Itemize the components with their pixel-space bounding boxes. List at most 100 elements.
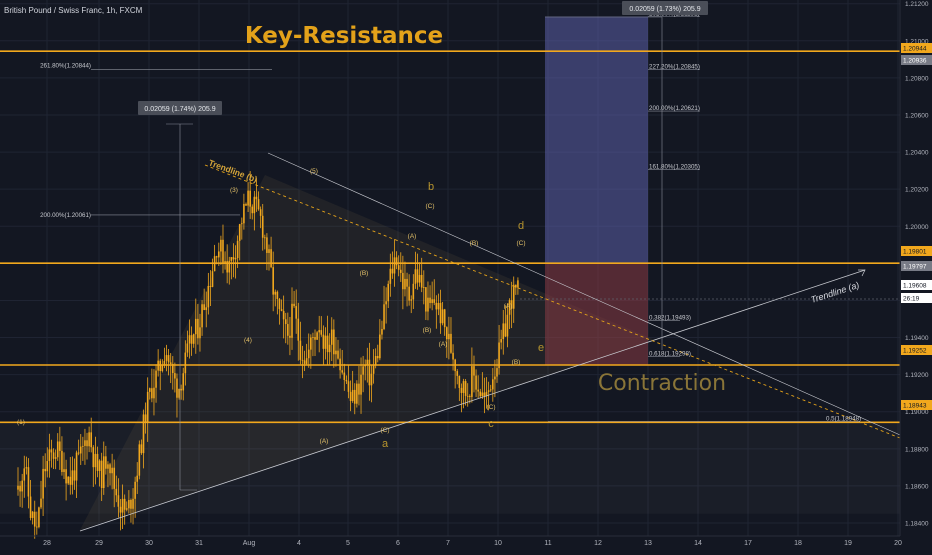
candle-body[interactable]: [113, 467, 116, 489]
candle-body[interactable]: [215, 256, 218, 258]
candle-body[interactable]: [209, 285, 212, 287]
candle-body[interactable]: [376, 355, 379, 359]
candle-body[interactable]: [259, 209, 262, 216]
candle-body[interactable]: [36, 526, 38, 528]
candle-body[interactable]: [458, 375, 461, 388]
candle-body[interactable]: [54, 457, 57, 459]
candle-body[interactable]: [171, 363, 174, 374]
candle-body[interactable]: [33, 511, 36, 527]
candle-body[interactable]: [31, 511, 34, 518]
candle-body[interactable]: [268, 249, 270, 253]
candle-body[interactable]: [452, 352, 454, 360]
candle-body[interactable]: [165, 355, 168, 361]
candle-body[interactable]: [303, 360, 306, 364]
candle-body[interactable]: [111, 467, 113, 474]
candle-body[interactable]: [297, 318, 300, 341]
candle-body[interactable]: [102, 456, 105, 489]
candle-body[interactable]: [328, 344, 331, 353]
candle-body[interactable]: [510, 300, 513, 309]
candle-body[interactable]: [310, 337, 312, 350]
symbol-title[interactable]: British Pound / Swiss Franc, 1h, FXCM: [4, 6, 143, 15]
candle-body[interactable]: [176, 378, 178, 398]
candle-body[interactable]: [115, 488, 118, 496]
candle-body[interactable]: [119, 506, 122, 513]
candle-body[interactable]: [140, 444, 143, 454]
candle-body[interactable]: [48, 449, 51, 462]
candle-body[interactable]: [385, 301, 387, 305]
candle-body[interactable]: [504, 323, 507, 337]
candle-body[interactable]: [337, 350, 339, 359]
candle-body[interactable]: [29, 496, 32, 518]
candle-body[interactable]: [42, 468, 44, 499]
candle-body[interactable]: [370, 373, 373, 386]
candle-body[interactable]: [356, 383, 358, 404]
candle-body[interactable]: [280, 309, 283, 311]
candle-body[interactable]: [123, 498, 126, 510]
candle-body[interactable]: [226, 261, 228, 273]
candle-body[interactable]: [52, 452, 55, 459]
candle-body[interactable]: [61, 450, 63, 472]
candle-body[interactable]: [483, 392, 486, 397]
trendline-a[interactable]: [79, 269, 866, 532]
candle-body[interactable]: [169, 362, 172, 364]
candle-body[interactable]: [412, 283, 415, 300]
candle-body[interactable]: [188, 335, 191, 344]
candle-body[interactable]: [224, 261, 226, 264]
candle-body[interactable]: [410, 299, 413, 301]
candle-body[interactable]: [282, 310, 285, 320]
candle-body[interactable]: [148, 388, 151, 392]
candle-body[interactable]: [431, 299, 433, 303]
candle-body[interactable]: [299, 340, 302, 360]
candle-body[interactable]: [234, 258, 237, 260]
candle-body[interactable]: [462, 381, 465, 393]
candle-body[interactable]: [153, 387, 155, 399]
candle-body[interactable]: [506, 314, 509, 337]
candle-body[interactable]: [381, 328, 383, 335]
candle-body[interactable]: [433, 299, 436, 303]
candle-body[interactable]: [128, 499, 130, 509]
candle-body[interactable]: [351, 389, 354, 402]
candle-body[interactable]: [366, 359, 369, 366]
candle-body[interactable]: [63, 469, 65, 472]
candle-body[interactable]: [121, 498, 124, 513]
candle-body[interactable]: [218, 251, 220, 258]
candle-body[interactable]: [159, 360, 162, 372]
candle-body[interactable]: [353, 389, 356, 404]
candle-body[interactable]: [247, 190, 249, 206]
candle-body[interactable]: [464, 381, 467, 396]
candle-body[interactable]: [184, 352, 187, 374]
candle-body[interactable]: [406, 278, 408, 287]
candle-body[interactable]: [489, 389, 492, 391]
candle-body[interactable]: [56, 441, 59, 458]
candle-body[interactable]: [512, 284, 515, 309]
candle-body[interactable]: [117, 495, 120, 507]
candle-body[interactable]: [418, 274, 421, 283]
candle-body[interactable]: [473, 366, 475, 376]
candle-body[interactable]: [40, 498, 42, 508]
candle-body[interactable]: [414, 269, 417, 284]
candle-body[interactable]: [207, 285, 210, 308]
candle-body[interactable]: [301, 359, 304, 361]
candle-body[interactable]: [255, 196, 258, 200]
candle-body[interactable]: [84, 440, 86, 446]
candle-body[interactable]: [178, 388, 180, 398]
candle-body[interactable]: [360, 374, 362, 395]
candle-body[interactable]: [295, 306, 297, 319]
candle-body[interactable]: [151, 388, 153, 399]
candle-body[interactable]: [374, 355, 377, 366]
candle-body[interactable]: [498, 342, 500, 369]
candlesticks[interactable]: [17, 171, 519, 539]
candle-body[interactable]: [448, 333, 450, 340]
candle-body[interactable]: [220, 239, 222, 252]
candle-body[interactable]: [100, 460, 103, 489]
candle-body[interactable]: [402, 272, 404, 290]
candle-body[interactable]: [232, 257, 235, 260]
candle-body[interactable]: [245, 203, 247, 206]
candle-body[interactable]: [73, 470, 76, 481]
candle-body[interactable]: [249, 190, 251, 207]
candle-body[interactable]: [379, 334, 381, 359]
candle-body[interactable]: [387, 283, 390, 302]
candle-body[interactable]: [130, 499, 132, 509]
candle-body[interactable]: [287, 324, 289, 336]
candle-body[interactable]: [96, 453, 99, 471]
